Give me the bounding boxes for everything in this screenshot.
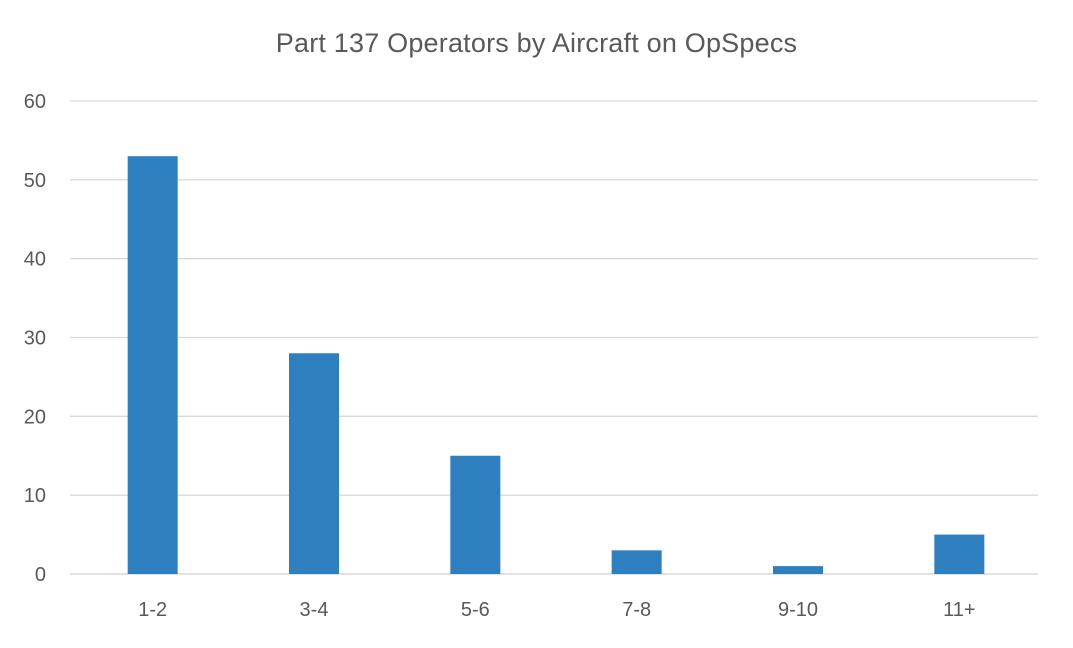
x-tick-label: 11+ xyxy=(943,599,975,621)
y-tick-label: 20 xyxy=(24,406,46,428)
x-tick-label: 7-8 xyxy=(622,599,651,621)
y-tick-label: 40 xyxy=(24,249,46,271)
bar-11+ xyxy=(934,534,985,574)
x-axis-ticks: 1-2 3-4 5-6 7-8 9-10 11+ xyxy=(138,599,975,621)
y-tick-label: 50 xyxy=(24,170,46,192)
x-tick-label: 9-10 xyxy=(778,599,818,621)
bar-1-2 xyxy=(127,156,178,574)
x-tick-label: 3-4 xyxy=(300,599,329,621)
x-tick-label: 5-6 xyxy=(461,599,490,621)
bar-3-4 xyxy=(289,353,339,574)
x-tick-label: 1-2 xyxy=(138,599,167,621)
y-tick-label: 60 xyxy=(24,91,46,113)
bar-5-6 xyxy=(450,455,501,574)
y-tick-label: 30 xyxy=(24,328,46,350)
y-axis-ticks: 0 10 20 30 40 50 60 xyxy=(24,91,46,586)
gridlines xyxy=(70,100,1038,575)
y-tick-label: 10 xyxy=(24,485,46,507)
bar-7-8 xyxy=(611,550,662,574)
bar-9-10 xyxy=(773,566,823,574)
bars xyxy=(127,156,985,574)
y-tick-label: 0 xyxy=(35,564,46,586)
chart-title: Part 137 Operators by Aircraft on OpSpec… xyxy=(275,28,798,58)
